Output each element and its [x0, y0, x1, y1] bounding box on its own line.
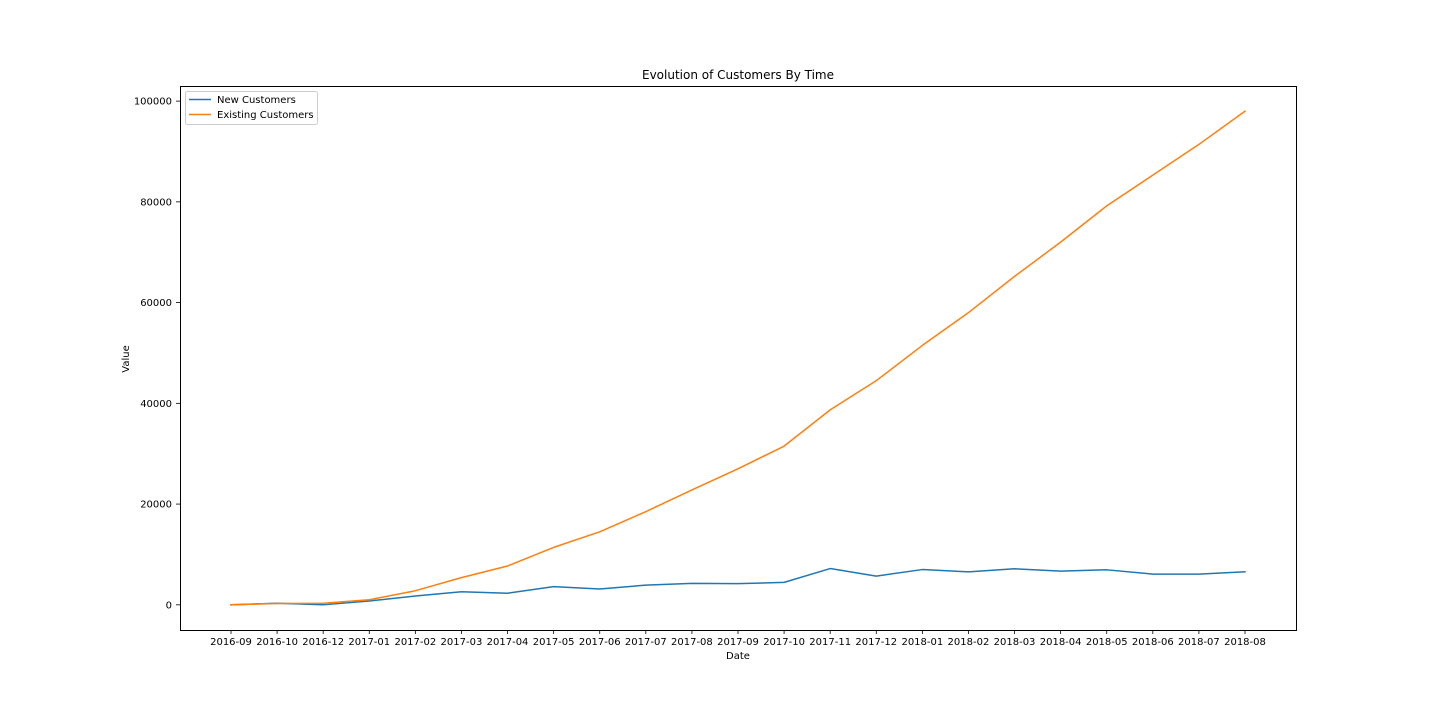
- data-point-existing-customers: [230, 604, 231, 605]
- data-point-new-customers: [1014, 568, 1015, 569]
- data-point-new-customers: [507, 593, 508, 594]
- data-point-existing-customers: [1198, 144, 1199, 145]
- series-layer: [230, 110, 1247, 606]
- x-tick-label: 2017-08: [671, 637, 713, 648]
- data-point-new-customers: [369, 600, 370, 601]
- data-point-existing-customers: [645, 511, 646, 512]
- data-point-new-customers: [553, 586, 554, 587]
- chart-title: Evolution of Customers By Time: [642, 68, 834, 82]
- x-tick-label: 2017-03: [441, 637, 483, 648]
- data-point-existing-customers: [968, 312, 969, 313]
- x-tick-label: 2018-04: [1040, 637, 1082, 648]
- legend-box: [185, 91, 318, 125]
- series-line-new-customers: [230, 567, 1246, 606]
- x-tick-label: 2016-10: [256, 637, 298, 648]
- data-point-new-customers: [1060, 570, 1061, 571]
- data-point-new-customers: [415, 595, 416, 596]
- x-tick-label: 2018-02: [948, 637, 990, 648]
- x-tick-label: 2018-07: [1178, 637, 1220, 648]
- x-tick-label: 2017-11: [809, 637, 851, 648]
- x-tick-label: 2018-08: [1224, 637, 1266, 648]
- data-point-existing-customers: [1152, 175, 1153, 176]
- plot-frame: [180, 86, 1297, 631]
- data-point-new-customers: [737, 583, 738, 584]
- data-point-existing-customers: [1244, 111, 1245, 112]
- data-point-new-customers: [876, 576, 877, 577]
- x-tick-label: 2018-03: [994, 637, 1036, 648]
- y-tick-label: 80000: [140, 197, 172, 208]
- x-tick-label: 2017-02: [394, 637, 436, 648]
- data-point-new-customers: [691, 583, 692, 584]
- data-point-existing-customers: [553, 547, 554, 548]
- data-point-existing-customers: [507, 565, 508, 566]
- data-point-existing-customers: [876, 380, 877, 381]
- data-point-existing-customers: [369, 599, 370, 600]
- data-point-new-customers: [1198, 573, 1199, 574]
- x-axis-label: Date: [726, 651, 750, 662]
- x-tick-label: 2018-01: [901, 637, 943, 648]
- y-tick-label: 0: [166, 600, 172, 611]
- data-point-new-customers: [1106, 569, 1107, 570]
- y-tick-label: 20000: [140, 500, 172, 511]
- x-tick-label: 2018-05: [1086, 637, 1128, 648]
- data-point-existing-customers: [276, 603, 277, 604]
- x-axis: 2016-09 2016-10 2016-12 2017-01 2017-02 2017-…: [210, 630, 1266, 648]
- data-point-existing-customers: [922, 345, 923, 346]
- data-point-existing-customers: [783, 446, 784, 447]
- data-point-new-customers: [323, 604, 324, 605]
- data-point-existing-customers: [1106, 205, 1107, 206]
- data-point-new-customers: [922, 569, 923, 570]
- data-point-new-customers: [1244, 571, 1245, 572]
- y-tick-label: 40000: [140, 399, 172, 410]
- x-tick-label: 2016-12: [302, 637, 344, 648]
- series-line-existing-customers: [230, 110, 1247, 606]
- data-point-new-customers: [830, 568, 831, 569]
- legend-label-new-customers: New Customers: [217, 95, 296, 106]
- x-tick-label: 2016-09: [210, 637, 252, 648]
- x-tick-label: 2017-07: [625, 637, 667, 648]
- data-point-new-customers: [968, 571, 969, 572]
- legend: New Customers Existing Customers: [185, 91, 318, 125]
- data-point-existing-customers: [415, 590, 416, 591]
- x-tick-label: 2017-01: [348, 637, 390, 648]
- x-tick-label: 2017-06: [579, 637, 621, 648]
- x-tick-label: 2017-04: [487, 637, 529, 648]
- data-point-new-customers: [783, 582, 784, 583]
- data-point-existing-customers: [691, 489, 692, 490]
- x-tick-label: 2017-09: [717, 637, 759, 648]
- data-point-existing-customers: [737, 468, 738, 469]
- data-point-existing-customers: [323, 603, 324, 604]
- data-point-existing-customers: [599, 531, 600, 532]
- data-point-existing-customers: [1060, 242, 1061, 243]
- y-axis-label: Value: [121, 345, 132, 372]
- x-tick-label: 2017-05: [533, 637, 575, 648]
- y-tick-label: 100000: [134, 97, 172, 108]
- x-tick-label: 2018-06: [1132, 637, 1174, 648]
- y-tick-label: 60000: [140, 298, 172, 309]
- data-point-existing-customers: [830, 409, 831, 410]
- data-point-existing-customers: [1014, 276, 1015, 277]
- data-point-new-customers: [1152, 573, 1153, 574]
- legend-label-existing-customers: Existing Customers: [217, 110, 314, 121]
- x-tick-label: 2017-12: [855, 637, 897, 648]
- data-point-new-customers: [645, 585, 646, 586]
- data-point-new-customers: [461, 591, 462, 592]
- data-point-existing-customers: [461, 577, 462, 578]
- data-point-new-customers: [599, 588, 600, 589]
- x-tick-label: 2017-10: [763, 637, 805, 648]
- y-axis: 0 20000 40000 60000 80000 100000: [134, 97, 180, 611]
